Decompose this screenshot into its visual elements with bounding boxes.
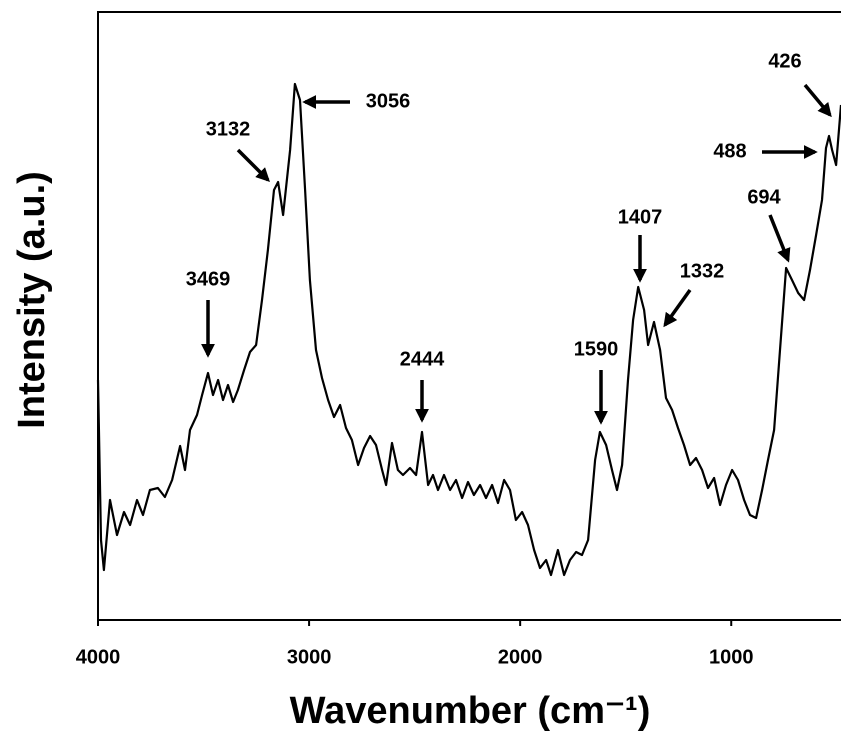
- peak-arrow: [768, 214, 791, 263]
- x-tick-label: 3000: [287, 646, 332, 668]
- peak-label: 3056: [366, 90, 411, 112]
- y-axis-label: Intensity (a.u.): [11, 171, 53, 429]
- x-axis-label: Wavenumber (cm⁻¹): [290, 690, 651, 732]
- x-tick-label: 2000: [498, 646, 543, 668]
- peak-label: 488: [713, 140, 746, 162]
- peak-arrow: [663, 288, 692, 328]
- peak-label: 1407: [618, 206, 663, 228]
- peak-arrow: [803, 83, 832, 118]
- peak-label: 1332: [680, 260, 725, 282]
- peak-label: 426: [768, 50, 801, 72]
- axis-frame: [97, 11, 841, 621]
- peak-label: 3132: [206, 118, 251, 140]
- peak-label: 2444: [400, 348, 445, 370]
- peak-label: 1590: [574, 338, 619, 360]
- x-tick-label: 1000: [709, 646, 754, 668]
- peak-label: 694: [747, 186, 781, 208]
- peak-arrow: [236, 148, 270, 182]
- x-tick-label: 4000: [76, 646, 121, 668]
- spectrum-line: [96, 82, 841, 577]
- peak-label: 3469: [186, 268, 231, 290]
